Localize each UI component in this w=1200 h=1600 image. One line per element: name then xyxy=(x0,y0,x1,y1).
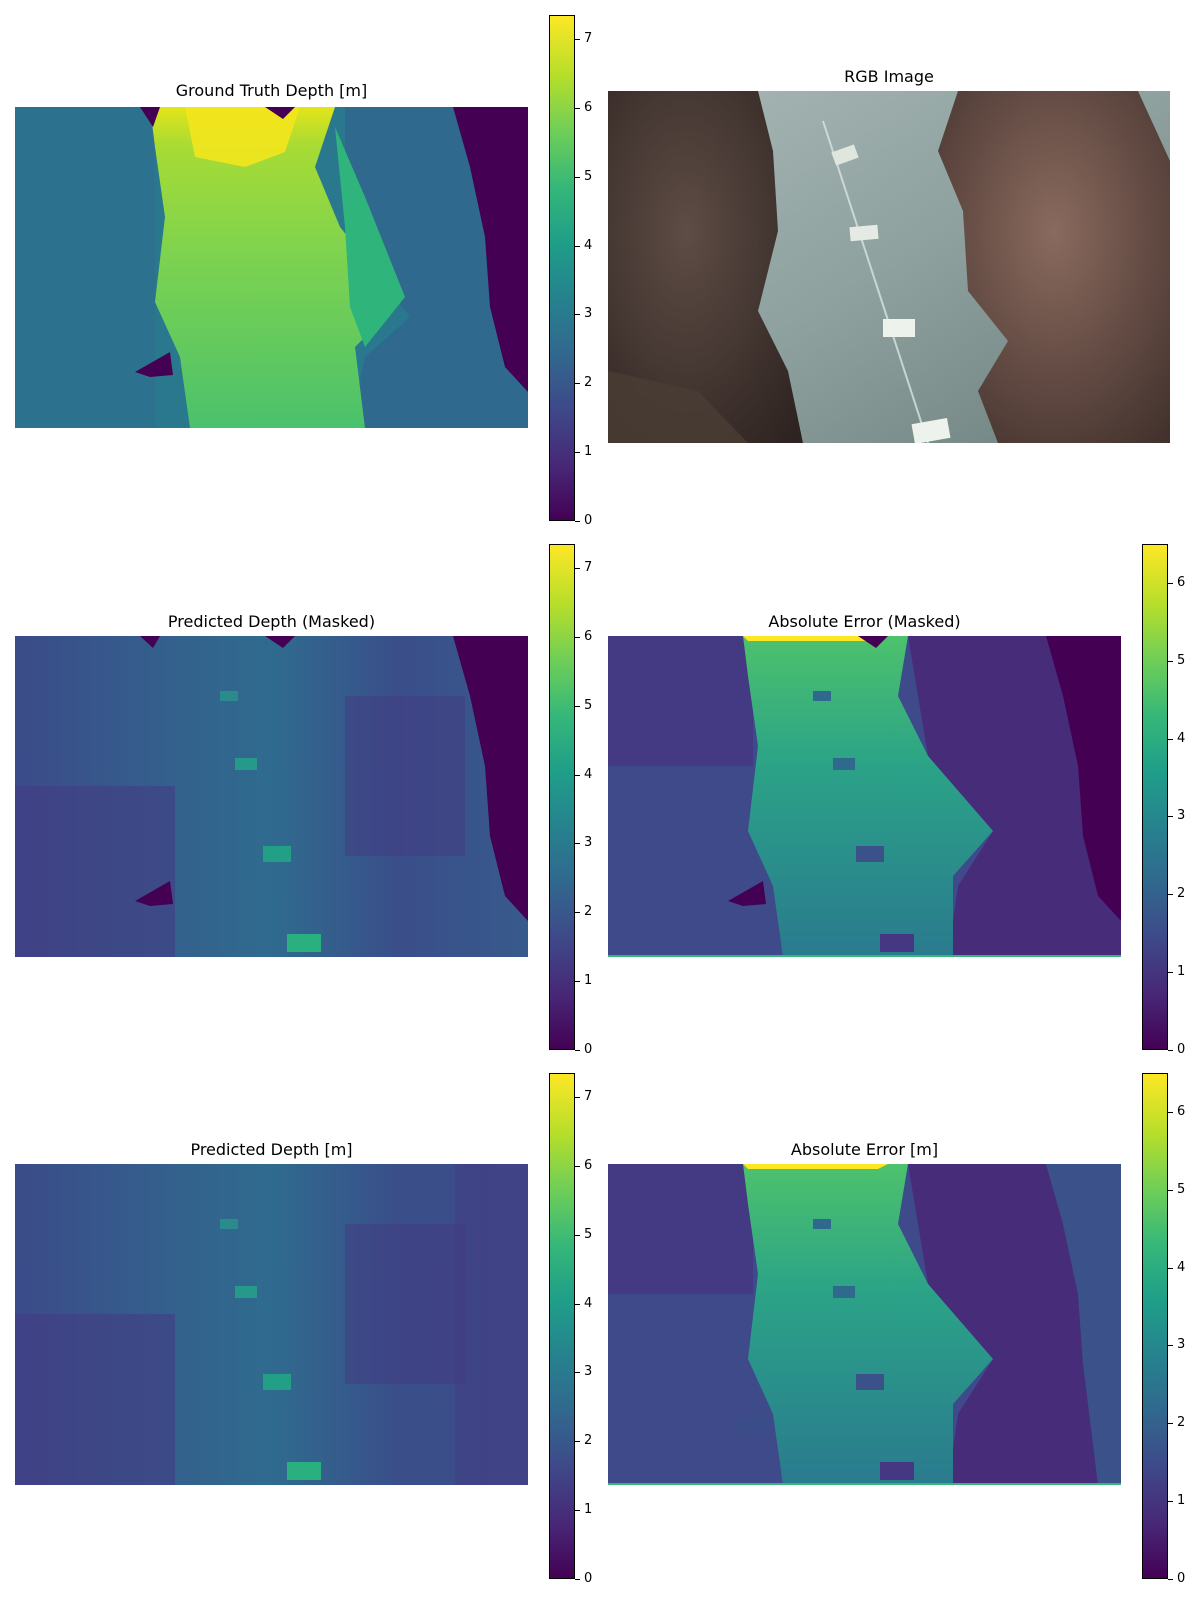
colorbar-tick-mark xyxy=(575,1304,580,1305)
colorbar-tick-mark xyxy=(575,314,580,315)
colorbar-tick-label: 5 xyxy=(584,698,592,714)
colorbar-tick-mark xyxy=(575,1050,580,1051)
colorbar-tick-mark xyxy=(1168,1268,1173,1269)
pred-heatmap xyxy=(15,1164,528,1485)
colorbar-tick-mark xyxy=(1168,972,1173,973)
colorbar-tick-label: 4 xyxy=(584,1296,592,1312)
gt-title: Ground Truth Depth [m] xyxy=(15,81,528,100)
colorbar-tick-mark xyxy=(575,1235,580,1236)
err-masked-colorbar xyxy=(1142,544,1168,1050)
colorbar-tick-mark xyxy=(575,1372,580,1373)
colorbar-tick-mark xyxy=(1168,894,1173,895)
err-heatmap xyxy=(608,1164,1121,1485)
colorbar-tick-label: 5 xyxy=(584,1227,592,1243)
colorbar-tick-mark xyxy=(1168,739,1173,740)
colorbar-tick-label: 6 xyxy=(1177,575,1185,591)
pred-title: Predicted Depth [m] xyxy=(15,1140,528,1159)
colorbar-tick-label: 5 xyxy=(584,169,592,185)
colorbar-tick-mark xyxy=(575,912,580,913)
colorbar-tick-mark xyxy=(575,177,580,178)
colorbar-tick-label: 4 xyxy=(584,767,592,783)
colorbar-tick-mark xyxy=(575,775,580,776)
colorbar-tick-mark xyxy=(575,843,580,844)
colorbar-tick-mark xyxy=(575,1097,580,1098)
colorbar-tick-mark xyxy=(1168,583,1173,584)
colorbar-tick-mark xyxy=(575,1441,580,1442)
colorbar-tick-mark xyxy=(575,568,580,569)
colorbar-tick-label: 3 xyxy=(584,1364,592,1380)
err-masked-heatmap xyxy=(608,636,1121,957)
rgb-image xyxy=(608,91,1170,443)
colorbar-tick-label: 3 xyxy=(584,835,592,851)
colorbar-tick-label: 5 xyxy=(1177,653,1185,669)
colorbar-tick-mark xyxy=(575,637,580,638)
colorbar-tick-label: 3 xyxy=(584,306,592,322)
colorbar-tick-label: 4 xyxy=(1177,1260,1185,1276)
colorbar-tick-label: 0 xyxy=(584,1042,592,1058)
gt-colorbar xyxy=(549,15,575,521)
colorbar-tick-mark xyxy=(1168,1345,1173,1346)
gt-depth-heatmap xyxy=(15,107,528,428)
colorbar-tick-label: 1 xyxy=(584,1502,592,1518)
err-title: Absolute Error [m] xyxy=(608,1140,1121,1159)
colorbar-tick-mark xyxy=(1168,816,1173,817)
colorbar-tick-mark xyxy=(1168,1190,1173,1191)
pred-masked-heatmap xyxy=(15,636,528,957)
colorbar-tick-label: 3 xyxy=(1177,1337,1185,1353)
colorbar-tick-mark xyxy=(575,39,580,40)
colorbar-tick-label: 3 xyxy=(1177,808,1185,824)
colorbar-tick-label: 2 xyxy=(584,904,592,920)
colorbar-tick-mark xyxy=(575,383,580,384)
pred-colorbar xyxy=(549,1073,575,1579)
colorbar-tick-mark xyxy=(575,1166,580,1167)
colorbar-tick-mark xyxy=(1168,661,1173,662)
colorbar-tick-mark xyxy=(1168,1050,1173,1051)
rgb-title: RGB Image xyxy=(608,67,1170,86)
colorbar-tick-mark xyxy=(1168,1423,1173,1424)
colorbar-tick-label: 2 xyxy=(584,375,592,391)
colorbar-tick-label: 0 xyxy=(1177,1571,1185,1587)
colorbar-tick-label: 0 xyxy=(584,513,592,529)
colorbar-tick-label: 1 xyxy=(1177,964,1185,980)
colorbar-tick-label: 6 xyxy=(584,629,592,645)
colorbar-tick-mark xyxy=(575,1510,580,1511)
colorbar-tick-label: 5 xyxy=(1177,1182,1185,1198)
colorbar-tick-mark xyxy=(575,246,580,247)
colorbar-tick-label: 6 xyxy=(584,1158,592,1174)
colorbar-tick-mark xyxy=(575,1579,580,1580)
colorbar-tick-label: 2 xyxy=(1177,1415,1185,1431)
colorbar-tick-label: 0 xyxy=(584,1571,592,1587)
colorbar-tick-mark xyxy=(575,981,580,982)
colorbar-tick-mark xyxy=(575,108,580,109)
err-masked-title: Absolute Error (Masked) xyxy=(608,612,1121,631)
colorbar-tick-mark xyxy=(1168,1579,1173,1580)
colorbar-tick-mark xyxy=(575,452,580,453)
colorbar-tick-label: 6 xyxy=(584,100,592,116)
colorbar-tick-mark xyxy=(575,521,580,522)
colorbar-tick-label: 4 xyxy=(1177,731,1185,747)
colorbar-tick-mark xyxy=(1168,1501,1173,1502)
colorbar-tick-label: 2 xyxy=(1177,886,1185,902)
colorbar-tick-label: 4 xyxy=(584,238,592,254)
colorbar-tick-label: 6 xyxy=(1177,1104,1185,1120)
pred-masked-title: Predicted Depth (Masked) xyxy=(15,612,528,631)
colorbar-tick-label: 0 xyxy=(1177,1042,1185,1058)
pred-masked-colorbar xyxy=(549,544,575,1050)
colorbar-tick-mark xyxy=(1168,1112,1173,1113)
colorbar-tick-label: 1 xyxy=(584,973,592,989)
colorbar-tick-label: 1 xyxy=(1177,1493,1185,1509)
colorbar-tick-label: 1 xyxy=(584,444,592,460)
colorbar-tick-mark xyxy=(575,706,580,707)
colorbar-tick-label: 7 xyxy=(584,560,592,576)
err-colorbar xyxy=(1142,1073,1168,1579)
colorbar-tick-label: 7 xyxy=(584,31,592,47)
colorbar-tick-label: 2 xyxy=(584,1433,592,1449)
colorbar-tick-label: 7 xyxy=(584,1089,592,1105)
